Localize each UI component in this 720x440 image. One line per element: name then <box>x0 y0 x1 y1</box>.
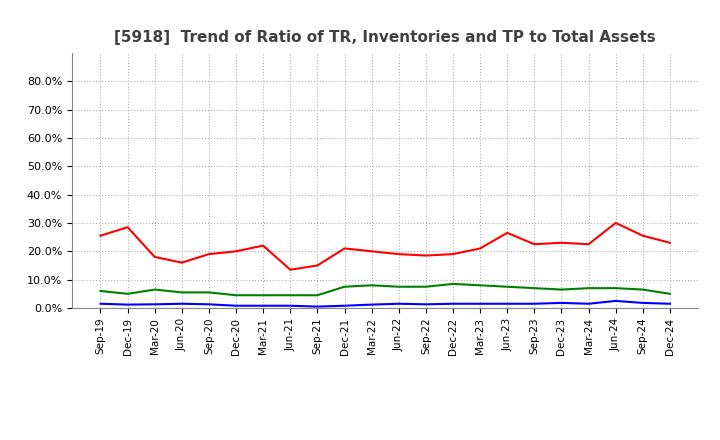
Inventories <box>395 301 403 306</box>
Trade Receivables <box>313 263 322 268</box>
Trade Payables <box>530 286 539 291</box>
Trade Payables <box>341 284 349 290</box>
Line: Trade Payables: Trade Payables <box>101 284 670 295</box>
Trade Payables <box>639 287 647 292</box>
Trade Receivables <box>584 242 593 247</box>
Trade Payables <box>178 290 186 295</box>
Trade Receivables <box>150 254 159 260</box>
Trade Payables <box>204 290 213 295</box>
Inventories <box>286 303 294 308</box>
Trade Payables <box>584 286 593 291</box>
Line: Inventories: Inventories <box>101 301 670 307</box>
Inventories <box>313 304 322 309</box>
Trade Receivables <box>530 242 539 247</box>
Trade Receivables <box>557 240 566 246</box>
Inventories <box>611 298 620 304</box>
Trade Receivables <box>639 233 647 238</box>
Trade Payables <box>421 284 430 290</box>
Inventories <box>341 303 349 308</box>
Inventories <box>367 302 376 307</box>
Inventories <box>232 303 240 308</box>
Trade Receivables <box>204 252 213 257</box>
Inventories <box>584 301 593 306</box>
Trade Payables <box>395 284 403 290</box>
Trade Receivables <box>341 246 349 251</box>
Inventories <box>150 302 159 307</box>
Trade Payables <box>259 293 268 298</box>
Trade Payables <box>665 291 674 297</box>
Inventories <box>503 301 511 306</box>
Trade Receivables <box>503 230 511 235</box>
Trade Payables <box>123 291 132 297</box>
Trade Receivables <box>96 233 105 238</box>
Trade Receivables <box>259 243 268 248</box>
Trade Payables <box>503 284 511 290</box>
Inventories <box>178 301 186 306</box>
Trade Payables <box>286 293 294 298</box>
Inventories <box>123 302 132 307</box>
Inventories <box>259 303 268 308</box>
Line: Trade Receivables: Trade Receivables <box>101 223 670 270</box>
Inventories <box>557 300 566 305</box>
Trade Payables <box>96 288 105 293</box>
Inventories <box>530 301 539 306</box>
Trade Receivables <box>367 249 376 254</box>
Inventories <box>204 302 213 307</box>
Trade Receivables <box>421 253 430 258</box>
Inventories <box>665 301 674 306</box>
Trade Payables <box>150 287 159 292</box>
Inventories <box>421 302 430 307</box>
Inventories <box>639 300 647 305</box>
Trade Receivables <box>178 260 186 265</box>
Trade Payables <box>232 293 240 298</box>
Trade Receivables <box>611 220 620 226</box>
Inventories <box>96 301 105 306</box>
Trade Receivables <box>286 267 294 272</box>
Trade Payables <box>557 287 566 292</box>
Trade Receivables <box>476 246 485 251</box>
Title: [5918]  Trend of Ratio of TR, Inventories and TP to Total Assets: [5918] Trend of Ratio of TR, Inventories… <box>114 29 656 45</box>
Trade Payables <box>449 281 457 286</box>
Trade Receivables <box>395 252 403 257</box>
Trade Payables <box>367 282 376 288</box>
Trade Receivables <box>123 224 132 230</box>
Trade Receivables <box>665 240 674 246</box>
Trade Payables <box>611 286 620 291</box>
Trade Receivables <box>232 249 240 254</box>
Trade Receivables <box>449 252 457 257</box>
Trade Payables <box>476 282 485 288</box>
Trade Payables <box>313 293 322 298</box>
Inventories <box>449 301 457 306</box>
Inventories <box>476 301 485 306</box>
